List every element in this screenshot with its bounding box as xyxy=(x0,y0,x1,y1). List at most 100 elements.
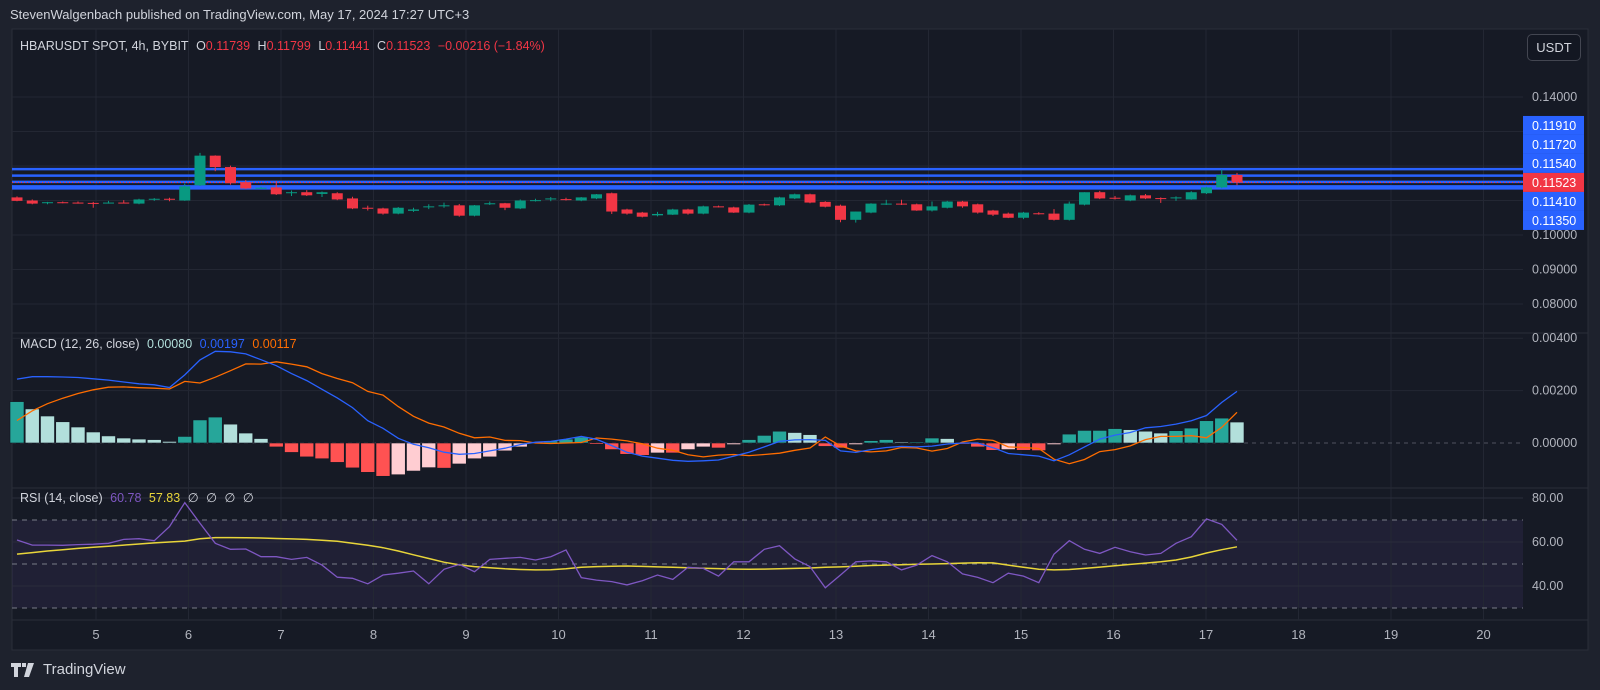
macd-histogram-bar xyxy=(680,442,696,450)
macd-legend: MACD (12, 26, close) 0.00080 0.00197 0.0… xyxy=(20,337,301,351)
macd-histogram-bar xyxy=(848,442,864,445)
candle xyxy=(87,201,99,208)
price-label-text: 0.11350 xyxy=(1532,214,1576,228)
candle xyxy=(865,203,877,214)
candle xyxy=(972,203,984,214)
price-tick-label: 0.14000 xyxy=(1532,90,1577,104)
macd-histogram-bar xyxy=(146,439,162,444)
rsi-value: 60.78 xyxy=(110,491,142,505)
candle xyxy=(1216,169,1228,189)
candle xyxy=(362,205,374,211)
candle-body xyxy=(408,209,419,211)
candle xyxy=(1018,211,1029,220)
macd-histogram-bar xyxy=(787,432,803,444)
candle xyxy=(423,204,435,210)
candle xyxy=(225,165,236,185)
candle-body xyxy=(972,204,984,213)
candle-body xyxy=(697,206,709,214)
low-label: L xyxy=(318,39,326,53)
time-tick-label: 6 xyxy=(185,627,192,642)
price-tick-label: 0.10000 xyxy=(1532,228,1577,242)
macd-histogram-bar xyxy=(162,441,177,444)
candle xyxy=(1155,197,1167,203)
price-label-text: 0.11523 xyxy=(1532,176,1576,190)
candle xyxy=(255,186,267,189)
macd-histogram-bar xyxy=(1077,430,1092,444)
candle-body xyxy=(774,197,785,206)
candle-body xyxy=(42,202,53,204)
price-label-text: 0.11410 xyxy=(1532,195,1576,209)
candle-body xyxy=(1155,198,1167,200)
currency-button[interactable]: USDT xyxy=(1527,34,1581,61)
candle xyxy=(179,183,191,201)
candle-body xyxy=(1170,197,1182,199)
candle xyxy=(347,196,358,210)
candle-body xyxy=(896,203,907,205)
tradingview-logo-icon xyxy=(11,662,34,677)
candle xyxy=(713,205,724,208)
rsi-legend: RSI (14, close) 60.78 57.83 ∅ ∅ ∅ ∅ xyxy=(20,490,258,505)
candle xyxy=(606,192,618,214)
candle xyxy=(286,190,297,197)
candle-body xyxy=(377,208,389,214)
candle-body xyxy=(636,212,648,217)
rsi-extra-4: ∅ xyxy=(242,491,254,505)
macd-histogram-bar xyxy=(24,408,40,444)
candle xyxy=(1094,190,1106,200)
macd-histogram-bar xyxy=(223,423,238,444)
candle-body xyxy=(1124,195,1136,201)
candle-body xyxy=(240,182,252,189)
candle xyxy=(57,201,69,204)
candle-body xyxy=(1048,213,1060,220)
candle xyxy=(1185,191,1197,200)
candle xyxy=(72,201,84,204)
time-tick-label: 14 xyxy=(921,627,935,642)
macd-title[interactable]: MACD (12, 26, close) xyxy=(20,337,140,351)
candle xyxy=(26,199,38,205)
macd-histogram-bar xyxy=(741,439,757,444)
macd-histogram-bar xyxy=(192,419,208,444)
candle-body xyxy=(1140,195,1151,199)
candle xyxy=(1109,196,1121,200)
rsi-extra-1: ∅ xyxy=(187,491,199,505)
candle-body xyxy=(819,201,831,207)
candle xyxy=(484,201,496,205)
time-tick-label: 11 xyxy=(644,627,658,642)
candle xyxy=(118,200,130,204)
macd-histogram-bar xyxy=(1199,420,1214,444)
candle xyxy=(1124,194,1136,202)
candle-body xyxy=(1002,213,1014,218)
horizontal-lines xyxy=(12,167,1523,190)
macd-line-value: 0.00197 xyxy=(199,337,245,351)
candle xyxy=(819,201,831,208)
candle-body xyxy=(286,192,297,194)
candle-body xyxy=(835,205,846,220)
candle-body xyxy=(560,199,572,201)
time-tick-label: 10 xyxy=(551,627,565,642)
candle xyxy=(164,197,175,202)
macd-histogram-bar xyxy=(772,430,787,444)
macd-histogram-bar xyxy=(284,442,299,453)
footer-brand[interactable]: TradingView xyxy=(11,661,126,678)
candle xyxy=(1201,186,1212,194)
candles xyxy=(11,152,1243,223)
low-value: 0.11441 xyxy=(325,39,370,53)
candle-body xyxy=(789,194,801,199)
candle-body xyxy=(484,203,496,205)
candle-body xyxy=(545,198,557,200)
macd-histogram-bar xyxy=(253,438,269,444)
high-label: H xyxy=(257,39,267,53)
macd-histogram-bar xyxy=(299,442,315,458)
candle-body xyxy=(575,197,587,201)
macd-histogram-bar xyxy=(939,438,955,444)
symbol-label[interactable]: HBARUSDT SPOT, 4h, BYBIT xyxy=(20,39,189,53)
macd-histogram-bar xyxy=(695,442,711,448)
rsi-title[interactable]: RSI (14, close) xyxy=(20,491,103,505)
candle-body xyxy=(530,200,541,202)
macd-histogram-bar xyxy=(878,439,894,444)
publish-info: StevenWalgenbach published on TradingVie… xyxy=(10,7,470,22)
candle xyxy=(1231,172,1243,186)
macd-histogram-bar xyxy=(406,442,421,472)
macd-tick-label: 0.00000 xyxy=(1532,436,1577,450)
